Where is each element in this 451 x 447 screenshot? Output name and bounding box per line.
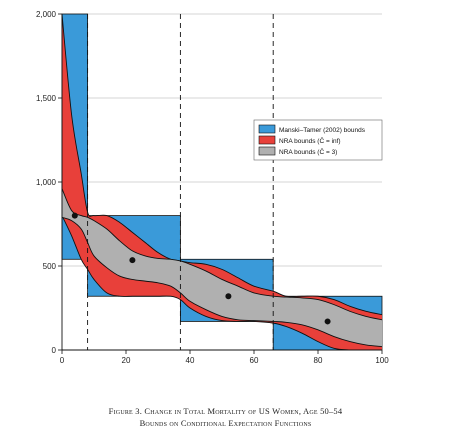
figure-caption-subtitle: Bounds on Conditional Expectation Functi… bbox=[139, 418, 312, 428]
figure-caption-title: Figure 3. Change in Total Mortality of U… bbox=[108, 406, 343, 416]
legend: Manski–Tamer (2002) bounds NRA bounds (C̄… bbox=[253, 119, 383, 161]
nra-3-band-area bbox=[62, 188, 382, 347]
y-axis-ticks: 0 500 1,000 1,500 2,000 bbox=[36, 10, 62, 355]
y-tick-label-4: 2,000 bbox=[36, 10, 57, 19]
legend-label-0: Manski–Tamer (2002) bounds bbox=[279, 127, 366, 134]
x-tick-label-0: 0 bbox=[60, 356, 65, 365]
y-tick-label-0: 0 bbox=[52, 346, 57, 355]
nra-bounds-3 bbox=[61, 188, 383, 348]
x-tick-label-1: 20 bbox=[122, 356, 131, 365]
legend-label-2: NRA bounds (C̄ = 3) bbox=[279, 148, 337, 156]
y-tick-label-2: 1,000 bbox=[36, 178, 57, 187]
y-tick-label-3: 1,500 bbox=[36, 94, 57, 103]
x-axis-ticks: 0 20 40 60 80 100 bbox=[60, 350, 389, 365]
legend-swatch-0 bbox=[258, 124, 276, 134]
nra-inf-band-upper-line bbox=[61, 13, 383, 316]
point-estimate-3 bbox=[324, 318, 331, 325]
x-tick-label-5: 100 bbox=[375, 356, 389, 365]
point-estimate-1 bbox=[129, 257, 136, 264]
nra-3-band-upper-line bbox=[61, 188, 383, 321]
point-estimates bbox=[71, 212, 331, 325]
x-tick-label-3: 60 bbox=[250, 356, 259, 365]
point-estimate-2 bbox=[225, 293, 232, 300]
legend-box bbox=[253, 119, 383, 161]
chart: 0 20 40 60 80 100 0 500 1,000 1,500 2,000 Manski–… bbox=[36, 10, 389, 365]
legend-swatch-2 bbox=[258, 146, 276, 156]
legend-swatch-1 bbox=[258, 135, 276, 145]
vertical-dashed-lines bbox=[87, 14, 274, 350]
x-tick-label-4: 80 bbox=[314, 356, 323, 365]
point-estimate-0 bbox=[71, 212, 78, 219]
nra-inf-band-lower-line bbox=[61, 215, 382, 351]
x-tick-label-2: 40 bbox=[186, 356, 195, 365]
y-tick-label-1: 500 bbox=[43, 262, 57, 271]
nra-3-band-lower-line bbox=[61, 216, 383, 348]
legend-label-1: NRA bounds (C̄ = inf) bbox=[279, 137, 341, 145]
